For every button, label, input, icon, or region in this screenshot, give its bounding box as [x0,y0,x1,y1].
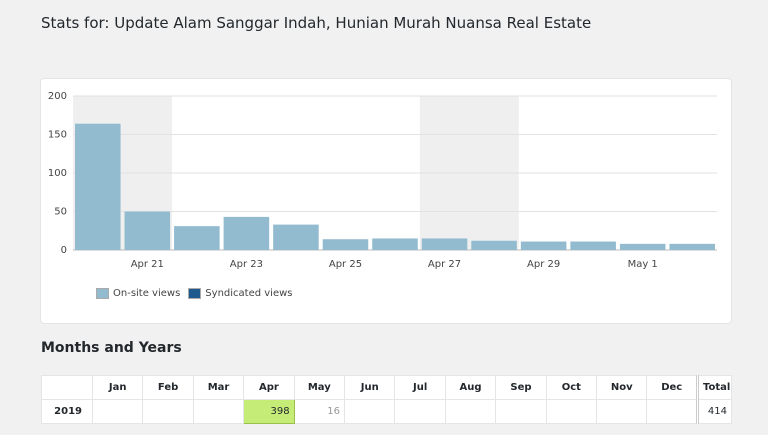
month-header: Apr [243,375,295,400]
month-header: Dec [646,375,698,400]
bar-onsite: Apr 21: 50 [124,211,171,250]
month-cell [192,399,245,424]
y-tick-label: 50 [54,207,67,218]
month-cell [596,399,648,424]
chart-legend: On-site views Syndicated views [96,288,293,299]
bar-onsite: Apr 25: 14 [322,239,369,250]
y-tick-label: 0 [61,245,67,256]
views-chart-svg: 0 50 100 150 200 Apr 20: 164Apr 21: 50Apr 22:… [48,91,717,270]
legend-onsite-swatch [96,288,109,299]
month-header: Mar [192,375,245,400]
month-header: Jan [91,375,144,400]
x-tick-label: Apr 29 [527,259,560,270]
views-chart: 0 50 100 150 200 Apr 20: 164Apr 21: 50Apr 22:… [40,78,732,324]
month-header: Feb [142,375,194,400]
month-cell [495,399,547,424]
bar-onsite: Apr 24: 33 [273,224,319,250]
bar-onsite: Apr 23: 43 [223,216,270,250]
x-tick-label: May 1 [628,259,658,270]
x-tick-label: Apr 25 [329,259,362,270]
y-tick-label: 150 [48,130,67,141]
row-year: 2019 [41,399,93,424]
page-title: Stats for: Update Alam Sanggar Indah, Hu… [41,14,592,32]
bar-onsite: Apr 27: 15 [421,238,468,250]
year-header [41,375,93,400]
month-header: May [293,375,346,400]
table-row: 2019 398 16 414 [41,399,732,424]
month-header: Nov [596,375,648,400]
bar-onsite: Apr 22: 31 [174,226,220,250]
month-header: Aug [444,375,497,400]
month-header: Oct [545,375,598,400]
month-cell [344,399,396,424]
bar-onsite: May 2: 8 [669,243,715,250]
month-cell [646,399,698,424]
x-tick-label: Apr 27 [428,259,461,270]
months-years-table: Jan Feb Mar Apr May Jun Jul Aug Sep Oct … [41,375,732,424]
bar-onsite: May 1: 8 [619,243,666,250]
x-tick-label: Apr 21 [131,259,164,270]
month-header: Jul [394,375,446,400]
table-header-row: Jan Feb Mar Apr May Jun Jul Aug Sep Oct … [41,375,732,400]
y-tick-label: 200 [48,91,67,102]
month-cell [444,399,497,424]
y-tick-label: 100 [48,168,67,179]
month-cell-highlighted[interactable]: 398 [243,399,295,424]
bar-onsite: Apr 28: 12 [471,240,517,250]
month-cell [91,399,144,424]
bar-onsite: Apr 29: 11 [520,241,567,250]
month-header: Sep [495,375,547,400]
month-header: Jun [344,375,396,400]
legend-syndicated-label: Syndicated views [205,288,293,299]
bar-onsite: Apr 26: 15 [372,238,418,250]
month-cell [545,399,598,424]
bar-onsite: Apr 30: 11 [570,241,616,250]
bar-onsite: Apr 20: 164 [75,123,121,250]
legend-syndicated[interactable]: Syndicated views [188,288,293,299]
months-years-title: Months and Years [41,340,182,356]
month-cell [142,399,194,424]
total-header: Total [696,375,732,400]
legend-onsite[interactable]: On-site views [96,288,180,299]
legend-onsite-label: On-site views [113,288,181,299]
month-cell [394,399,446,424]
row-total: 414 [696,399,732,424]
x-tick-label: Apr 23 [230,259,263,270]
month-cell[interactable]: 16 [293,399,346,424]
legend-syndicated-swatch [188,288,202,299]
